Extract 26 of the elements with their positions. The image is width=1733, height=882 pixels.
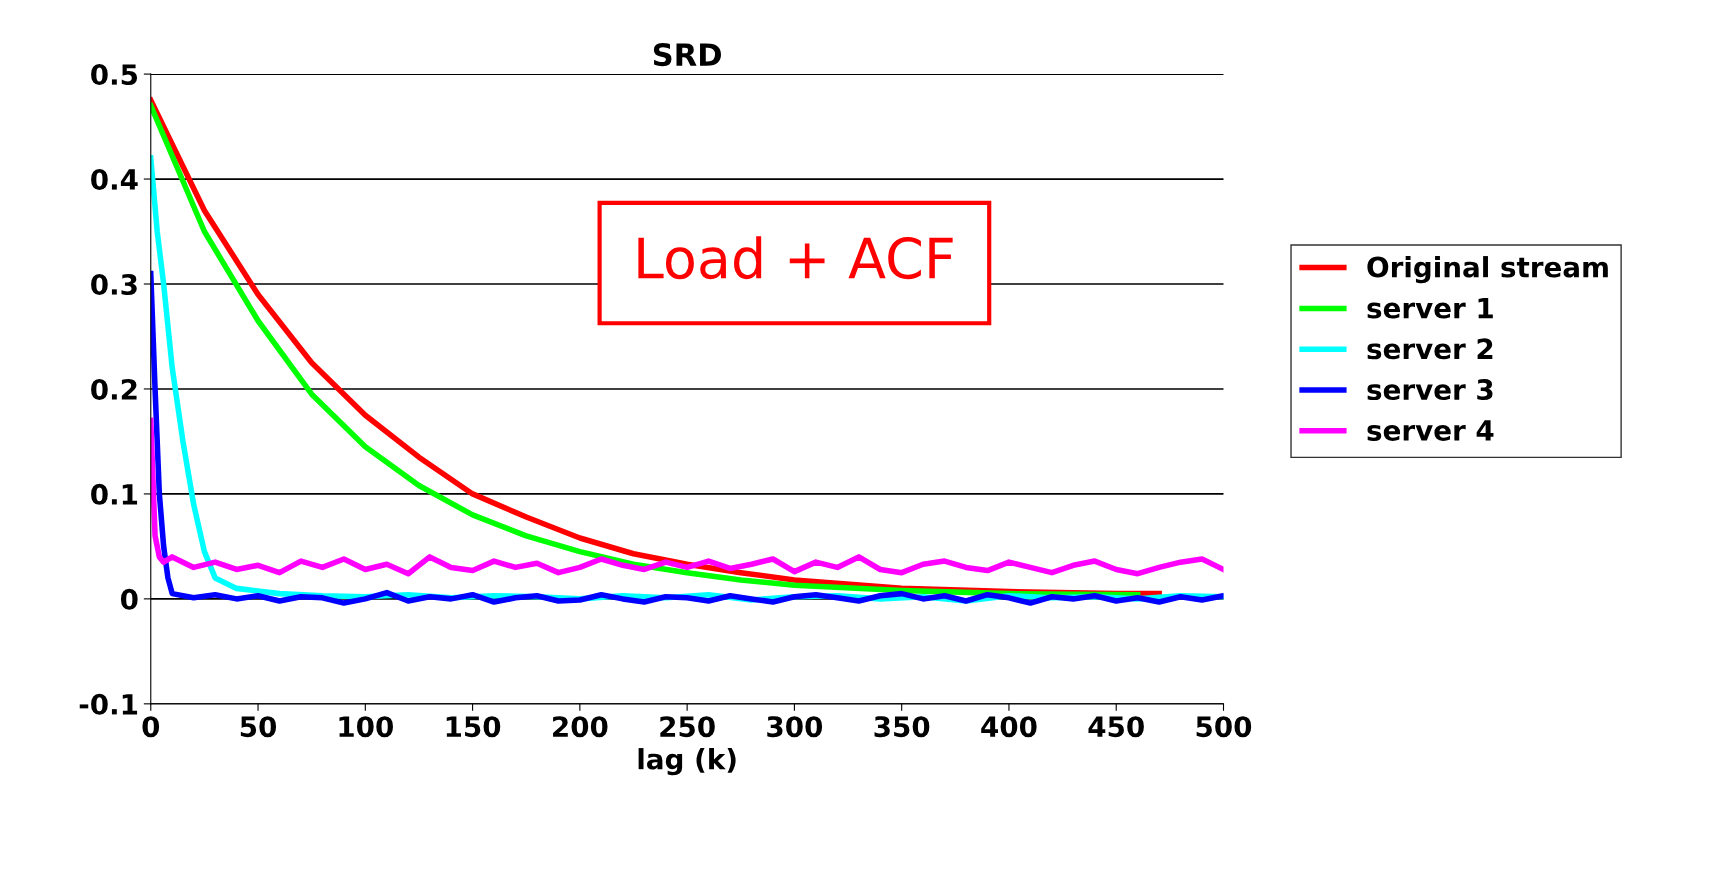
y-tick-label: 0: [120, 588, 138, 610]
legend-label: Original stream: [1367, 256, 1608, 284]
x-tick-label: 150: [446, 716, 501, 738]
legend-label: server 1: [1367, 297, 1493, 319]
x-tick-label: 0: [142, 716, 160, 738]
legend-label: server 2: [1367, 338, 1493, 360]
x-tick-label: 450: [1088, 716, 1144, 738]
x-tick-label: 500: [1196, 716, 1252, 738]
x-tick-label: 250: [660, 716, 715, 738]
y-tick-label: 0.4: [91, 168, 138, 190]
x-tick-label: 350: [874, 716, 930, 738]
x-tick-label: 50: [240, 716, 277, 738]
chart-title: SRD: [653, 43, 721, 67]
x-tick-label: 400: [981, 716, 1037, 738]
x-tick-label: 100: [339, 716, 393, 738]
legend-label: server 3: [1367, 379, 1493, 401]
y-tick-label: -0.1: [79, 693, 138, 715]
x-tick-label: 200: [553, 716, 608, 738]
annotation: Load + ACF: [638, 236, 953, 280]
y-tick-label: 0.3: [91, 273, 137, 295]
x-axis-title: lag (k): [638, 748, 736, 776]
y-tick-label: 0.1: [91, 483, 138, 505]
x-tick-label: 300: [767, 716, 823, 738]
legend-label: server 4: [1367, 420, 1494, 441]
y-tick-label: 0.5: [91, 64, 138, 86]
y-tick-label: 0.2: [91, 378, 137, 400]
